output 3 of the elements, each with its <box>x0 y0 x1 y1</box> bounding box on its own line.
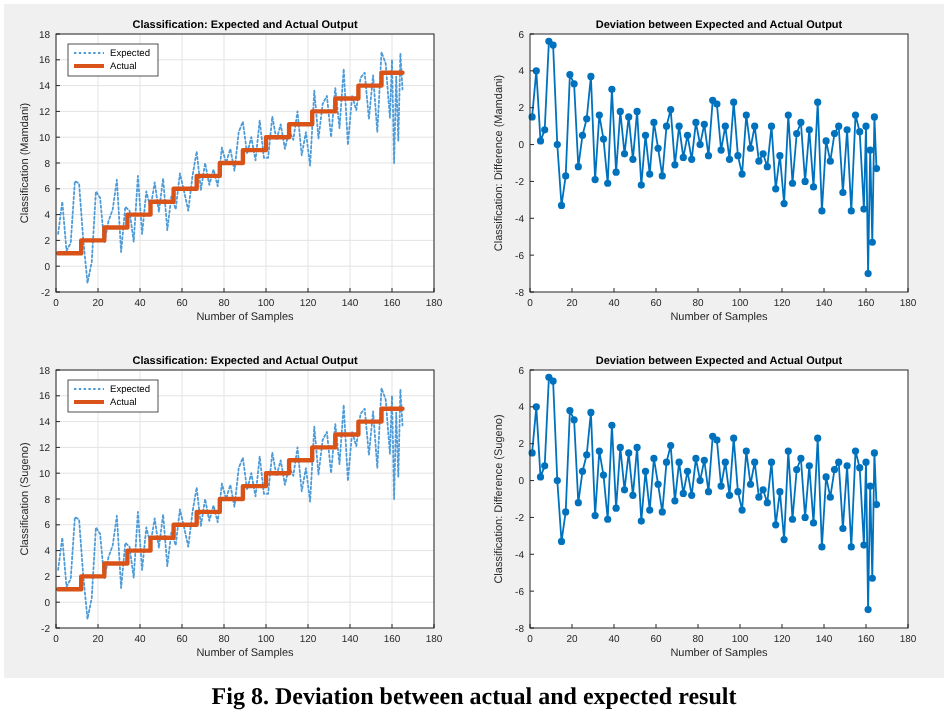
caption: Fig 8. Deviation between actual and expected result <box>211 682 737 710</box>
line-series <box>57 387 404 620</box>
line-series <box>57 51 404 284</box>
